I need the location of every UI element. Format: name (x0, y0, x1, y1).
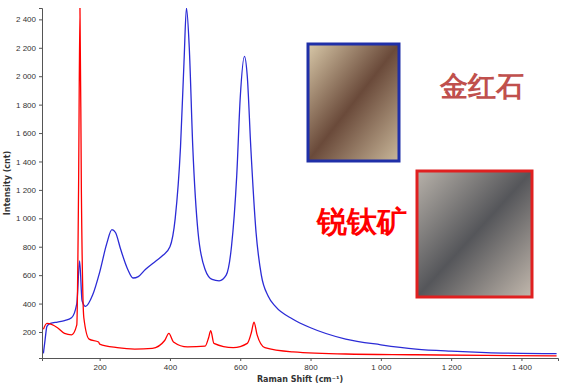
series-line (43, 8, 556, 354)
tick: 1 400 (512, 358, 533, 372)
tick-label: 800 (304, 363, 318, 372)
tick-label: 2 000 (16, 72, 37, 81)
tick: 2 200 (16, 44, 42, 53)
series-label: 锐钛矿 (316, 204, 407, 239)
tick-mark (39, 48, 42, 49)
tick-label: 2 200 (16, 44, 37, 53)
photo-frame (417, 171, 532, 297)
tick-mark (39, 76, 42, 77)
tick-label: 400 (164, 363, 178, 372)
tick: 400 (23, 300, 42, 309)
tick: 2 000 (16, 72, 42, 81)
tick-mark (39, 133, 42, 134)
tick-label: 1 800 (16, 101, 37, 110)
photo-frame (308, 44, 399, 161)
tick: 200 (93, 358, 107, 372)
y-axis: 200 400 600 800 1 000 1 200 1 400 1 600 1 800 2 0… (16, 9, 43, 359)
tick: 800 (23, 243, 42, 252)
tick: 1 000 (16, 214, 42, 223)
x-axis: 200 400 600 800 1 000 1 200 1 400 (43, 358, 559, 372)
series-label: 金红石 (439, 70, 524, 103)
tick: 1 400 (16, 158, 42, 167)
tick-label: 600 (234, 363, 248, 372)
y-axis-title: Intensity (cnt) (3, 151, 12, 216)
tick-label: 200 (23, 328, 37, 337)
tick-mark (381, 358, 382, 361)
tick: 1 200 (442, 358, 463, 372)
tick: 1 000 (371, 358, 392, 372)
tick-label: 1 400 (512, 363, 533, 372)
tick-label: 1 200 (442, 363, 463, 372)
tick-label: 800 (23, 243, 37, 252)
tick-mark (39, 247, 42, 248)
tick: 200 (23, 328, 42, 337)
tick-label: 1 000 (371, 363, 392, 372)
tick-label: 1 400 (16, 158, 37, 167)
tick-mark (39, 332, 42, 333)
tick-mark (100, 358, 101, 361)
tick-mark (170, 358, 171, 361)
tick-label: 1 200 (16, 186, 37, 195)
tick-mark (39, 275, 42, 276)
plot-area (43, 8, 556, 356)
tick-label: 200 (93, 363, 107, 372)
tick: 600 (234, 358, 248, 372)
tick-label: 400 (23, 300, 37, 309)
axis-line (39, 9, 43, 359)
series-line (43, 8, 556, 356)
tick-mark (451, 358, 452, 361)
tick-mark (311, 358, 312, 361)
tick-mark (39, 218, 42, 219)
tick-mark (39, 19, 42, 20)
x-axis-title: Raman Shift (cm⁻¹) (257, 375, 343, 384)
tick: 400 (164, 358, 178, 372)
tick: 1 800 (16, 101, 42, 110)
tick-mark (39, 105, 42, 106)
tick-label: 600 (23, 271, 37, 280)
tick: 600 (23, 271, 42, 280)
tick-mark (521, 358, 522, 361)
tick-mark (39, 161, 42, 162)
tick: 2 400 (16, 15, 42, 24)
tick: 1 600 (16, 129, 42, 138)
tick: 1 200 (16, 186, 42, 195)
tick-mark (240, 358, 241, 361)
tick-mark (39, 190, 42, 191)
tick-mark (39, 304, 42, 305)
photos (308, 44, 532, 297)
axis-line (43, 359, 559, 362)
tick-label: 1 000 (16, 214, 37, 223)
tick-label: 1 600 (16, 129, 37, 138)
tick-label: 2 400 (16, 15, 37, 24)
tick: 800 (304, 358, 318, 372)
